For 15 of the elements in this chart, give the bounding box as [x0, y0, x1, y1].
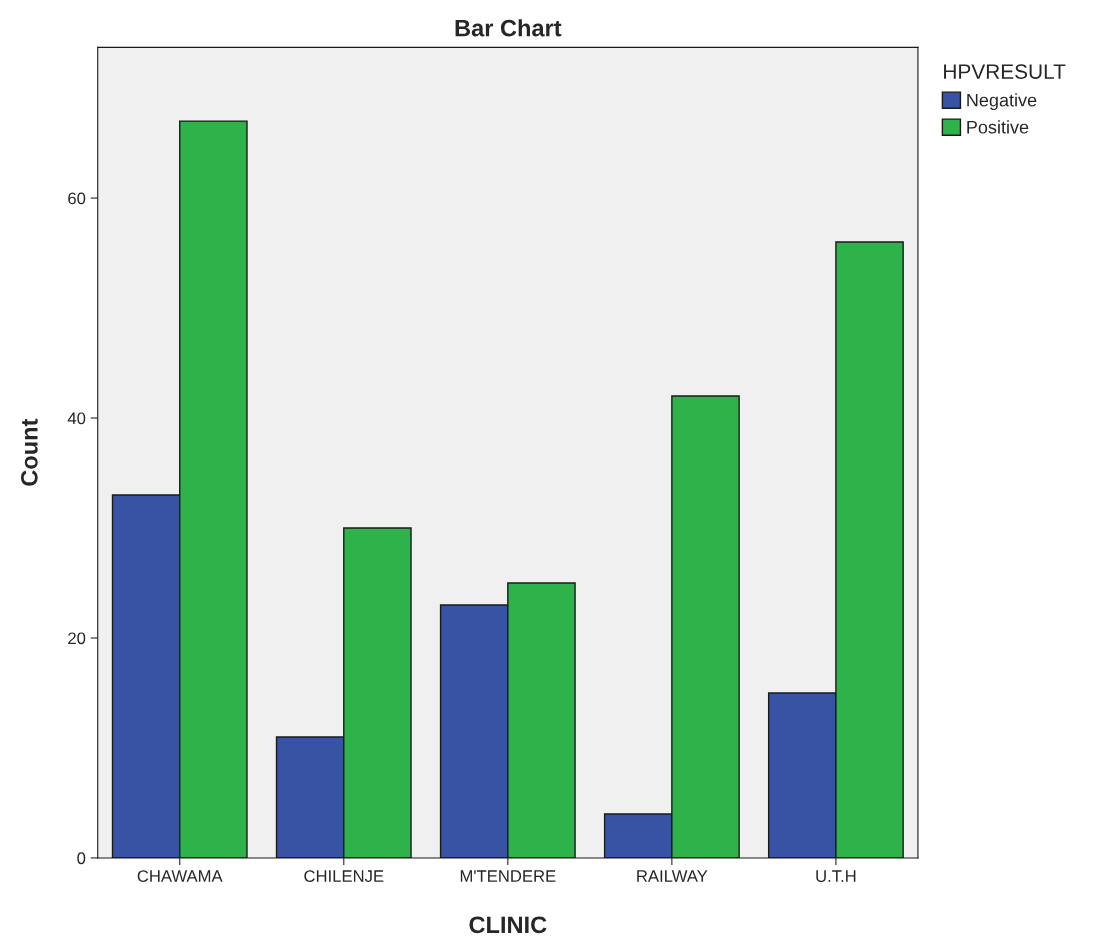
x-tick-label: CHAWAMA: [137, 870, 223, 882]
legend-title: HPVRESULT: [944, 64, 1066, 79]
legend-label: Positive: [967, 120, 1029, 134]
x-axis-title: CLINIC: [469, 916, 547, 934]
y-tick-label: 0: [77, 852, 86, 865]
x-tick-label: U.T.H: [816, 870, 856, 882]
y-tick-label: 40: [67, 412, 86, 425]
y-tick-label: 60: [68, 192, 86, 205]
x-tick-label: CHILENJE: [304, 870, 384, 882]
y-tick-label: 20: [68, 632, 86, 645]
chart-title: Bar Chart: [455, 19, 562, 37]
x-tick-label: RAILWAY: [637, 870, 708, 882]
legend-label: Negative: [967, 93, 1037, 111]
y-axis-title: Count: [20, 418, 38, 486]
x-tick-label: M'TENDERE: [460, 870, 556, 882]
